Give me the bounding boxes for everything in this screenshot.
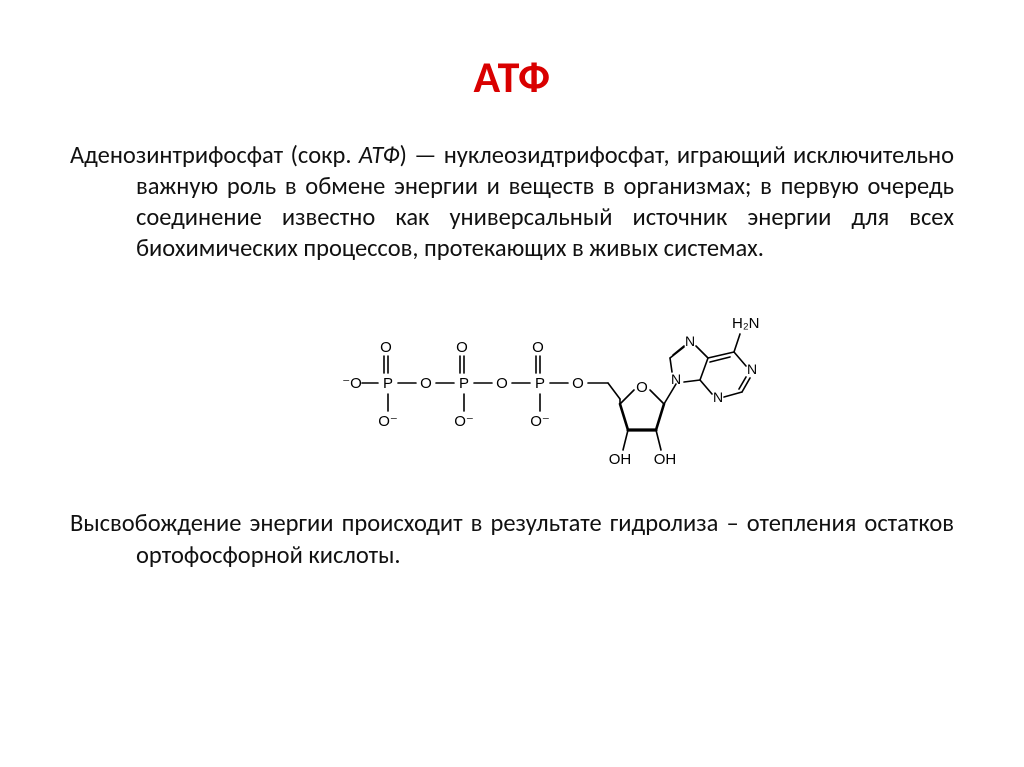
svg-text:P: P — [535, 375, 545, 392]
svg-text:P: P — [383, 375, 393, 392]
svg-text:N: N — [747, 361, 757, 377]
atp-molecule-diagram: P O O⁻ ⁻O O P O O⁻ O — [332, 272, 812, 502]
svg-text:N: N — [685, 333, 695, 349]
paragraph-hydrolysis: Высвобождение энергии происходит в резул… — [70, 508, 954, 570]
svg-text:H₂N: H₂N — [732, 315, 760, 332]
molecule-diagram-wrap: P O O⁻ ⁻O O P O O⁻ O — [70, 272, 954, 502]
para1-abbr: АТФ — [359, 140, 400, 170]
svg-text:O⁻: O⁻ — [454, 413, 474, 430]
svg-text:OH: OH — [654, 451, 677, 468]
paragraph-definition: Аденозинтрифосфат (сокр. АТФ) — нуклеози… — [70, 140, 954, 264]
svg-text:N: N — [713, 389, 723, 405]
svg-text:O: O — [532, 339, 544, 356]
svg-text:O: O — [572, 375, 584, 392]
svg-text:OH: OH — [609, 451, 632, 468]
svg-text:O: O — [496, 375, 508, 392]
svg-text:O: O — [636, 379, 648, 396]
svg-text:N: N — [671, 371, 681, 387]
svg-text:O⁻: O⁻ — [530, 413, 550, 430]
slide: АТФ Аденозинтрифосфат (сокр. АТФ) — нукл… — [0, 0, 1024, 767]
svg-text:P: P — [459, 375, 469, 392]
page-title: АТФ — [70, 50, 954, 104]
svg-text:O: O — [420, 375, 432, 392]
svg-text:O: O — [380, 339, 392, 356]
svg-text:⁻O: ⁻O — [342, 375, 362, 392]
svg-text:O: O — [456, 339, 468, 356]
svg-text:O⁻: O⁻ — [378, 413, 398, 430]
para1-pre: Аденозинтрифосфат (сокр. — [70, 140, 359, 170]
